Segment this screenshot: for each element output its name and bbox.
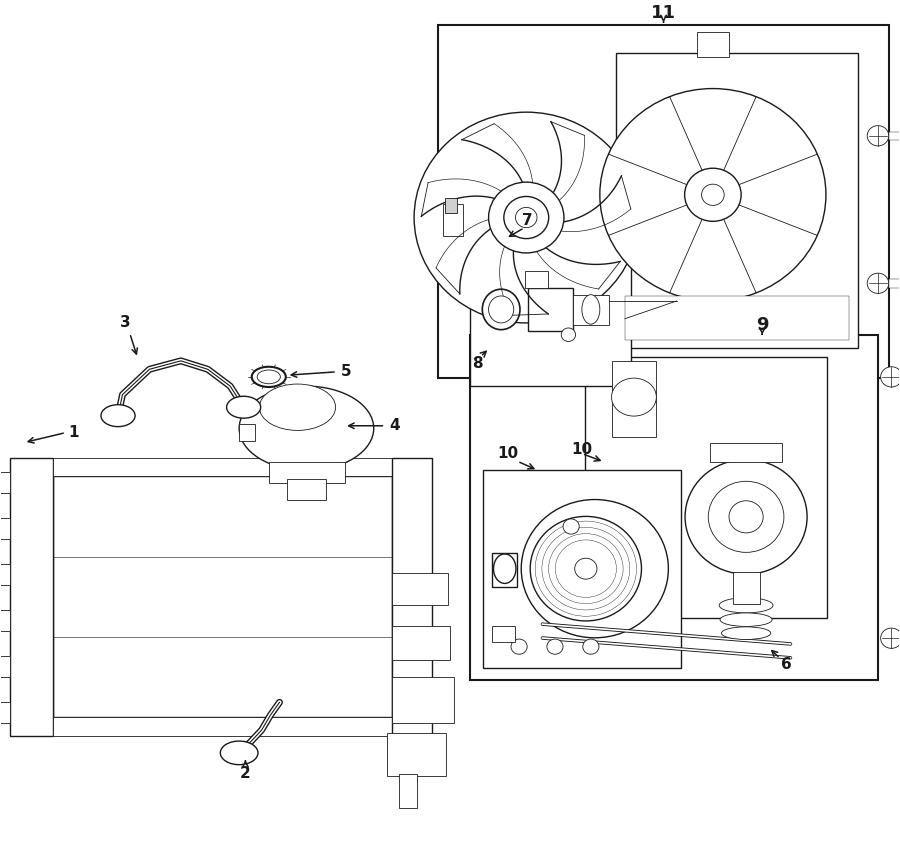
Circle shape <box>575 558 597 579</box>
Bar <box>445 198 457 213</box>
Bar <box>470 239 631 386</box>
Circle shape <box>414 112 638 323</box>
Bar <box>710 444 782 462</box>
Text: 2: 2 <box>240 767 251 782</box>
Bar <box>392 458 432 736</box>
Ellipse shape <box>101 405 135 427</box>
Circle shape <box>685 169 741 221</box>
Circle shape <box>685 459 807 574</box>
Bar <box>53 476 392 717</box>
Ellipse shape <box>611 378 656 416</box>
Bar <box>697 32 729 58</box>
Circle shape <box>547 639 563 654</box>
Circle shape <box>708 481 784 552</box>
Text: 3: 3 <box>120 315 130 330</box>
Bar <box>526 272 548 288</box>
Ellipse shape <box>582 295 599 324</box>
Bar <box>733 572 760 604</box>
Text: 9: 9 <box>756 316 769 334</box>
Bar <box>387 733 446 777</box>
Circle shape <box>563 519 580 534</box>
Circle shape <box>583 639 599 654</box>
Circle shape <box>881 628 900 648</box>
Bar <box>443 204 463 236</box>
Ellipse shape <box>482 289 520 329</box>
Ellipse shape <box>719 598 773 613</box>
Circle shape <box>516 208 537 228</box>
Bar <box>616 53 859 348</box>
Ellipse shape <box>722 627 770 639</box>
Bar <box>399 774 417 808</box>
Bar <box>0 702 11 723</box>
Bar <box>611 361 656 437</box>
Text: 10: 10 <box>498 446 519 461</box>
Text: 7: 7 <box>522 213 533 228</box>
Bar <box>0 473 11 494</box>
Text: 1: 1 <box>68 425 79 440</box>
Circle shape <box>868 274 888 293</box>
Ellipse shape <box>720 613 772 627</box>
Bar <box>11 458 53 736</box>
Bar <box>585 357 827 618</box>
Bar <box>492 626 515 642</box>
Bar <box>392 677 454 723</box>
Bar <box>53 717 392 736</box>
Bar <box>287 479 326 500</box>
Bar <box>392 573 448 606</box>
Bar <box>625 296 850 340</box>
Circle shape <box>599 89 826 301</box>
Circle shape <box>489 182 564 253</box>
Ellipse shape <box>259 384 336 430</box>
Text: 11: 11 <box>651 3 676 22</box>
Text: 6: 6 <box>781 657 792 672</box>
Bar <box>438 25 888 378</box>
Ellipse shape <box>252 367 286 387</box>
Circle shape <box>530 517 642 621</box>
Bar <box>269 462 345 483</box>
Circle shape <box>504 197 549 239</box>
Bar <box>392 627 450 660</box>
Ellipse shape <box>239 386 374 470</box>
Bar <box>888 279 900 287</box>
Bar <box>0 518 11 540</box>
Circle shape <box>521 500 669 638</box>
Circle shape <box>511 639 527 654</box>
Circle shape <box>702 184 724 206</box>
Bar <box>528 288 573 330</box>
Ellipse shape <box>220 741 258 765</box>
Bar <box>0 611 11 631</box>
Circle shape <box>881 367 900 387</box>
Ellipse shape <box>257 370 281 384</box>
Text: 4: 4 <box>389 418 400 434</box>
Bar <box>483 469 680 667</box>
Text: 5: 5 <box>340 364 351 379</box>
Bar <box>239 424 256 441</box>
Bar <box>470 335 878 680</box>
Circle shape <box>868 125 888 146</box>
Ellipse shape <box>489 296 514 323</box>
Circle shape <box>562 328 576 341</box>
Text: 10: 10 <box>572 442 592 457</box>
Bar <box>573 295 608 324</box>
Bar <box>0 564 11 585</box>
Bar <box>492 553 517 587</box>
Bar <box>0 656 11 678</box>
Bar <box>53 458 392 476</box>
Text: 8: 8 <box>472 356 483 371</box>
Ellipse shape <box>227 396 261 418</box>
Circle shape <box>729 501 763 533</box>
Bar <box>888 131 900 140</box>
